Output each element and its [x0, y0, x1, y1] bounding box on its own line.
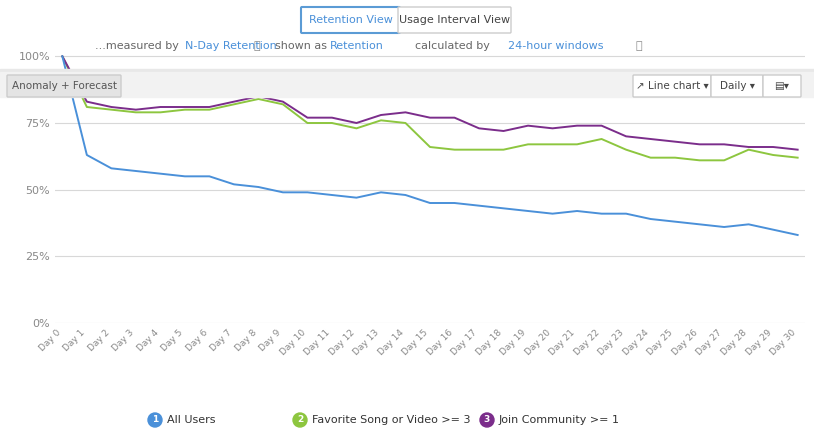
Text: ↗ Line chart ▾: ↗ Line chart ▾ [636, 81, 708, 91]
Circle shape [480, 413, 494, 427]
Text: Join Community >= 1: Join Community >= 1 [499, 415, 620, 425]
Circle shape [148, 413, 162, 427]
Text: ▤▾: ▤▾ [774, 81, 790, 91]
Text: N-Day Retention: N-Day Retention [185, 41, 277, 51]
FancyBboxPatch shape [301, 7, 400, 33]
Text: 24-hour windows: 24-hour windows [508, 41, 603, 51]
Text: 3: 3 [484, 416, 490, 424]
Text: Daily ▾: Daily ▾ [720, 81, 755, 91]
Text: Retention: Retention [330, 41, 384, 51]
Text: calculated by: calculated by [408, 41, 490, 51]
Circle shape [293, 413, 307, 427]
Text: Anomaly + Forecast: Anomaly + Forecast [11, 81, 116, 91]
FancyBboxPatch shape [7, 75, 121, 97]
FancyBboxPatch shape [711, 75, 763, 97]
Text: Usage Interval View: Usage Interval View [399, 15, 510, 25]
Text: All Users: All Users [167, 415, 216, 425]
FancyBboxPatch shape [763, 75, 801, 97]
Text: ⓘ: ⓘ [253, 41, 260, 51]
Text: Favorite Song or Video >= 3: Favorite Song or Video >= 3 [312, 415, 470, 425]
Bar [0, 72, 814, 97]
Bar [0, 69, 814, 72]
Text: 2: 2 [297, 416, 303, 424]
Text: 1: 1 [152, 416, 158, 424]
Text: Retention View: Retention View [309, 15, 392, 25]
Text: shown as: shown as [275, 41, 327, 51]
FancyBboxPatch shape [398, 7, 511, 33]
FancyBboxPatch shape [633, 75, 711, 97]
Text: ...measured by: ...measured by [95, 41, 182, 51]
Text: ⓘ: ⓘ [635, 41, 641, 51]
